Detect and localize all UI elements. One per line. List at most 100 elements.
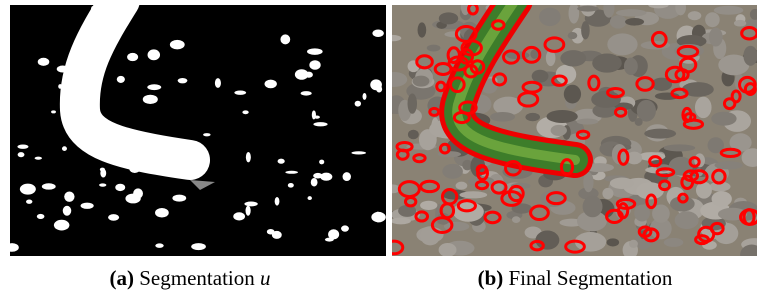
blob [295, 69, 309, 80]
stone [709, 28, 723, 47]
stone [391, 218, 411, 225]
stone [625, 18, 644, 26]
stone [470, 15, 479, 22]
panel-caption: Segmentation [139, 266, 254, 290]
blob [64, 191, 74, 201]
stone [583, 196, 603, 218]
stone [705, 12, 720, 27]
blob [54, 220, 70, 231]
blob [272, 231, 282, 239]
stone [560, 50, 586, 66]
blob [108, 214, 119, 221]
blob [203, 133, 210, 136]
blob [313, 173, 322, 179]
blob [215, 78, 221, 88]
stone [547, 110, 578, 123]
panel-label: (a) [110, 266, 135, 290]
stone [610, 178, 634, 189]
blob [319, 160, 324, 165]
blob [35, 157, 42, 160]
blob [242, 110, 248, 114]
blob [301, 91, 312, 95]
blob [244, 202, 257, 207]
blob [278, 159, 285, 164]
blob [125, 194, 140, 204]
stone [532, 70, 549, 83]
blob [82, 51, 91, 61]
blob [328, 229, 339, 239]
blob [71, 59, 86, 68]
blob [343, 172, 351, 181]
blob [148, 49, 160, 60]
blob [37, 214, 45, 219]
stone [714, 161, 742, 169]
photo-image [378, 0, 758, 262]
blob [127, 53, 138, 61]
stone [607, 238, 620, 246]
stone [644, 129, 676, 139]
blob [285, 171, 298, 174]
blob [62, 146, 67, 151]
stone [624, 58, 638, 75]
blob [38, 58, 50, 66]
blob [375, 212, 381, 223]
blob [129, 164, 140, 173]
stone [734, 20, 746, 27]
blob [42, 183, 56, 189]
stone [592, 54, 622, 73]
blob [115, 184, 125, 191]
stone [714, 6, 744, 15]
blob [275, 197, 280, 206]
stone [664, 238, 684, 247]
blob [288, 183, 294, 188]
blob [18, 152, 25, 157]
blob [99, 183, 106, 186]
blob [178, 78, 188, 83]
blob [246, 152, 251, 162]
blob [79, 29, 95, 40]
stone [420, 226, 440, 245]
blob [87, 68, 95, 75]
stone [712, 191, 732, 206]
blob [312, 110, 316, 119]
blob [155, 208, 169, 218]
blob [308, 196, 312, 200]
stone [664, 144, 696, 151]
stone [408, 93, 417, 113]
blob [117, 76, 125, 83]
stone [675, 0, 686, 15]
blob [351, 151, 366, 154]
stone [442, 164, 463, 179]
stone [629, 240, 638, 248]
blob [82, 104, 94, 111]
stone [459, 191, 487, 198]
stone [670, 196, 695, 211]
stone [439, 12, 458, 24]
stone [413, 76, 430, 87]
stone [581, 21, 590, 39]
blob [311, 178, 318, 187]
panel-label: (b) [478, 266, 504, 290]
stone [490, 112, 515, 122]
blob [246, 206, 251, 216]
blob [313, 122, 327, 126]
caption-a: (a) Segmentation u [110, 266, 271, 291]
stone [512, 216, 520, 223]
segmentation-image [5, 0, 386, 256]
stone [564, 85, 581, 104]
stone [648, 2, 669, 9]
stone [539, 8, 561, 26]
figure-images [0, 0, 758, 262]
blob [57, 66, 69, 73]
blob [170, 40, 185, 50]
blob [355, 101, 361, 107]
blob [147, 84, 161, 90]
blob [191, 243, 206, 250]
stone [551, 125, 567, 136]
blob [172, 195, 186, 202]
blob [233, 212, 245, 220]
blob [307, 48, 323, 55]
blob [372, 30, 383, 37]
blob [70, 50, 77, 61]
stone [427, 45, 441, 52]
